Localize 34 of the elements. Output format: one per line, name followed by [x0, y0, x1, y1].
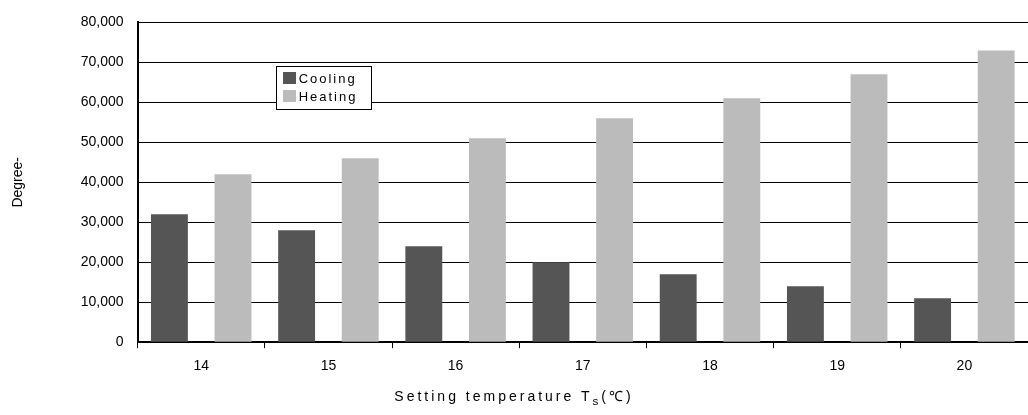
- bar: [532, 262, 570, 342]
- y-tick-label: 60,000: [80, 93, 124, 110]
- bar: [150, 214, 188, 342]
- bar: [850, 74, 888, 342]
- y-tick-label: 40,000: [80, 173, 124, 190]
- legend-label: Cooling: [298, 71, 357, 87]
- bar: [596, 118, 634, 342]
- bar: [405, 246, 443, 342]
- bar: [977, 50, 1015, 342]
- bar: [468, 138, 506, 342]
- y-tick-label: 70,000: [80, 53, 124, 70]
- y-tick-label: 20,000: [80, 253, 124, 270]
- x-tick-label: 15: [320, 357, 337, 374]
- bar: [659, 274, 697, 342]
- bar: [723, 98, 761, 342]
- y-tick-label: 0: [115, 333, 124, 350]
- x-tick-label: 17: [575, 357, 591, 374]
- y-axis-title: Degree-: [9, 156, 26, 208]
- y-tick-label: 80,000: [80, 13, 124, 30]
- y-tick-label: 30,000: [80, 213, 124, 230]
- x-tick-label: 18: [702, 357, 718, 374]
- bar: [786, 286, 824, 342]
- bar: [278, 230, 316, 342]
- x-tick-label: 19: [829, 357, 846, 374]
- x-axis-title: Setting temperature T$_{s}$(℃): [393, 387, 635, 407]
- bar: [341, 158, 379, 342]
- y-tick-label: 50,000: [80, 133, 124, 150]
- bar: [914, 298, 952, 342]
- legend-label: Heating: [298, 89, 358, 105]
- bar: [214, 174, 252, 342]
- y-tick-label: 10,000: [80, 293, 124, 310]
- x-tick-label: 14: [193, 357, 210, 374]
- x-tick-label: 20: [956, 357, 973, 374]
- x-tick-label: 16: [447, 357, 464, 374]
